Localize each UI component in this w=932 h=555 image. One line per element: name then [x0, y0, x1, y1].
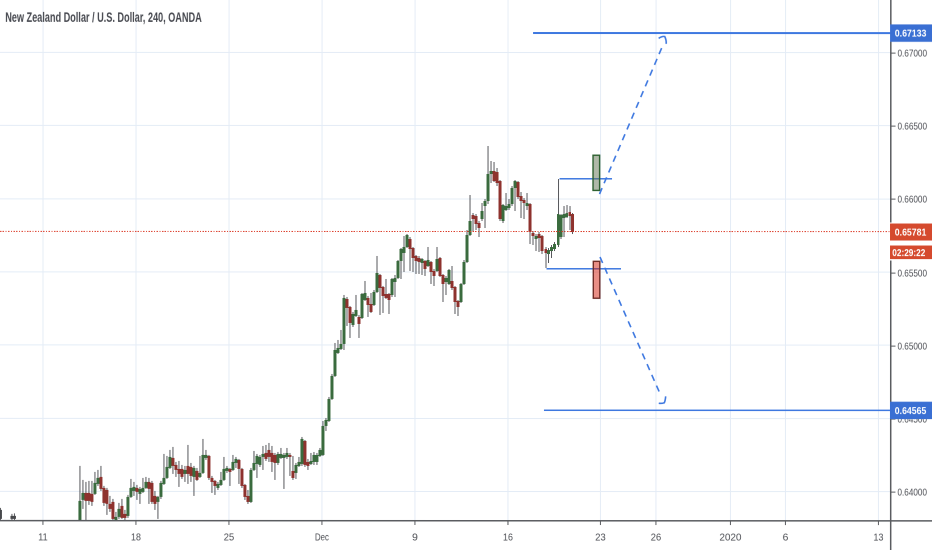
- svg-text:02:29:22: 02:29:22: [892, 248, 925, 259]
- svg-text:0.64565: 0.64565: [895, 406, 927, 417]
- svg-text:0.67000: 0.67000: [898, 49, 928, 60]
- svg-text:23: 23: [595, 533, 606, 544]
- svg-text:0.64000: 0.64000: [897, 488, 927, 499]
- svg-text:11: 11: [38, 532, 48, 543]
- svg-text:0.67133: 0.67133: [895, 29, 927, 40]
- svg-text:16: 16: [503, 533, 513, 544]
- svg-text:9: 9: [412, 532, 418, 543]
- svg-text:0.65781: 0.65781: [895, 228, 927, 239]
- svg-text:New Zealand Dollar / U.S. Doll: New Zealand Dollar / U.S. Dollar, 240, O…: [5, 10, 202, 25]
- svg-text:25: 25: [224, 532, 235, 543]
- svg-text:0.66500: 0.66500: [898, 122, 928, 133]
- svg-text:26: 26: [651, 533, 662, 544]
- svg-text:2020: 2020: [719, 533, 741, 544]
- svg-text:0.65000: 0.65000: [897, 342, 927, 353]
- svg-text:Dec: Dec: [315, 532, 329, 543]
- svg-text:6: 6: [783, 533, 789, 544]
- svg-text:0.66000: 0.66000: [898, 195, 928, 206]
- svg-text:18: 18: [131, 532, 141, 543]
- svg-text:0.65500: 0.65500: [897, 269, 927, 280]
- svg-text:13: 13: [873, 533, 883, 544]
